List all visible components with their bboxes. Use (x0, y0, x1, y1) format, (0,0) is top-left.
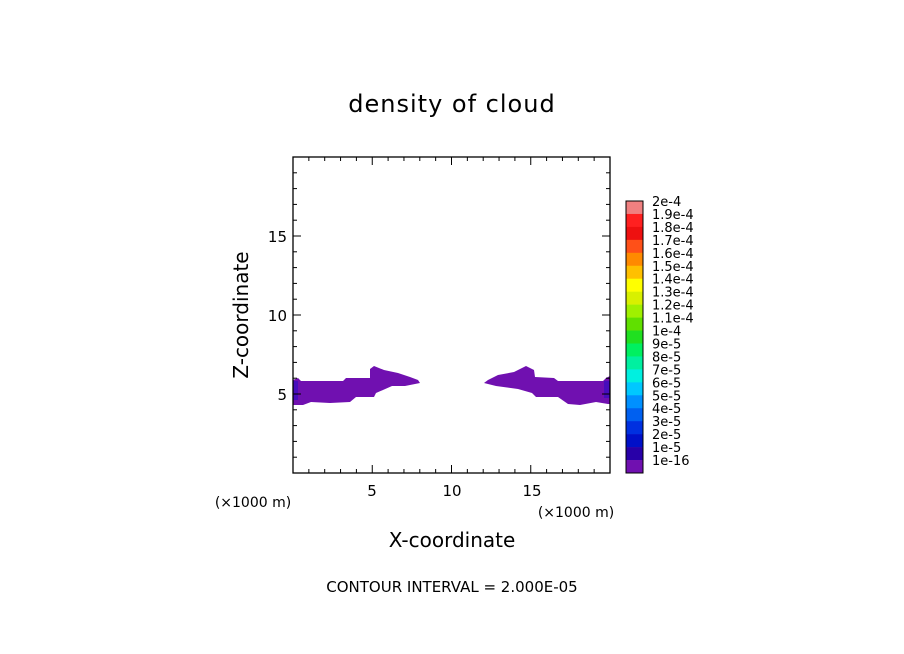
colorbar-label: 1e-5 (652, 441, 681, 456)
colorbar-frame (625, 200, 644, 474)
colorbar-label: 1.1e-4 (652, 312, 694, 327)
colorbar-swatch (626, 317, 643, 331)
colorbar-label: 1e-16 (652, 454, 690, 469)
colorbar-swatch (626, 395, 643, 409)
colorbar-label: 7e-5 (652, 363, 681, 378)
colorbar-swatch (626, 434, 643, 448)
colorbar-label: 1.6e-4 (652, 247, 694, 262)
colorbar-label: 1.8e-4 (652, 221, 694, 236)
colorbar-swatch (626, 447, 643, 461)
colorbar-label: 1.5e-4 (652, 260, 694, 275)
colorbar-label: 1.4e-4 (652, 273, 694, 288)
y-axis-label: Z-coordinate (229, 251, 253, 378)
colorbar-swatch (626, 460, 643, 474)
colorbar-swatch (626, 369, 643, 383)
colorbar-label: 5e-5 (652, 389, 681, 404)
colorbar-label: 9e-5 (652, 337, 681, 352)
y-tick-label-5: 5 (277, 386, 287, 404)
colorbar-label: 1e-4 (652, 325, 681, 340)
colorbar-label: 1.7e-4 (652, 234, 694, 249)
colorbar-swatch (626, 278, 643, 292)
colorbar-swatch (626, 382, 643, 396)
x-tick-label-15: 15 (522, 482, 541, 500)
colorbar-label: 1.2e-4 (652, 299, 694, 314)
chart-title: density of cloud (348, 90, 555, 118)
colorbar-label: 3e-5 (652, 415, 681, 430)
x-tick-label-10: 10 (442, 482, 461, 500)
colorbar-swatch (626, 356, 643, 370)
y-tick-label-15: 15 (268, 228, 287, 246)
axis-ticks (293, 157, 610, 473)
colorbar-label: 1.9e-4 (652, 208, 694, 223)
colorbar-swatch (626, 330, 643, 344)
colorbar: 2e-41.9e-41.8e-41.7e-41.6e-41.5e-41.4e-4… (625, 195, 694, 474)
colorbar-swatch (626, 421, 643, 435)
colorbar-swatch (626, 265, 643, 280)
colorbar-swatch (626, 304, 643, 318)
colorbar-label: 4e-5 (652, 402, 681, 417)
plot-area: 15 10 5 5 10 15 (268, 156, 611, 500)
y-unit-label: (×1000 m) (215, 495, 291, 511)
colorbar-swatch (626, 408, 643, 422)
x-axis-label: X-coordinate (389, 528, 516, 552)
colorbar-swatch (626, 239, 643, 254)
colorbar-swatch (626, 201, 643, 215)
colorbar-swatch (626, 252, 643, 267)
y-tick-label-10: 10 (268, 307, 287, 325)
contour-interval-note: CONTOUR INTERVAL = 2.000E-05 (326, 578, 577, 596)
cloud-region-left-core (293, 381, 298, 400)
colorbar-swatch (626, 226, 643, 241)
colorbar-label: 8e-5 (652, 350, 681, 365)
x-tick-label-5: 5 (367, 482, 377, 500)
x-unit-label: (×1000 m) (538, 505, 614, 521)
plot-frame (292, 156, 611, 474)
colorbar-swatch (626, 213, 643, 228)
colorbar-label: 2e-4 (652, 195, 681, 210)
colorbar-swatch (626, 343, 643, 357)
colorbar-label: 2e-5 (652, 428, 681, 443)
cloud-region-left (293, 366, 420, 405)
colorbar-swatch (626, 291, 643, 305)
cloud-region-right-core (604, 381, 610, 398)
colorbar-label: 1.3e-4 (652, 286, 694, 301)
colorbar-label: 6e-5 (652, 376, 681, 391)
cloud-region-right (484, 366, 610, 405)
